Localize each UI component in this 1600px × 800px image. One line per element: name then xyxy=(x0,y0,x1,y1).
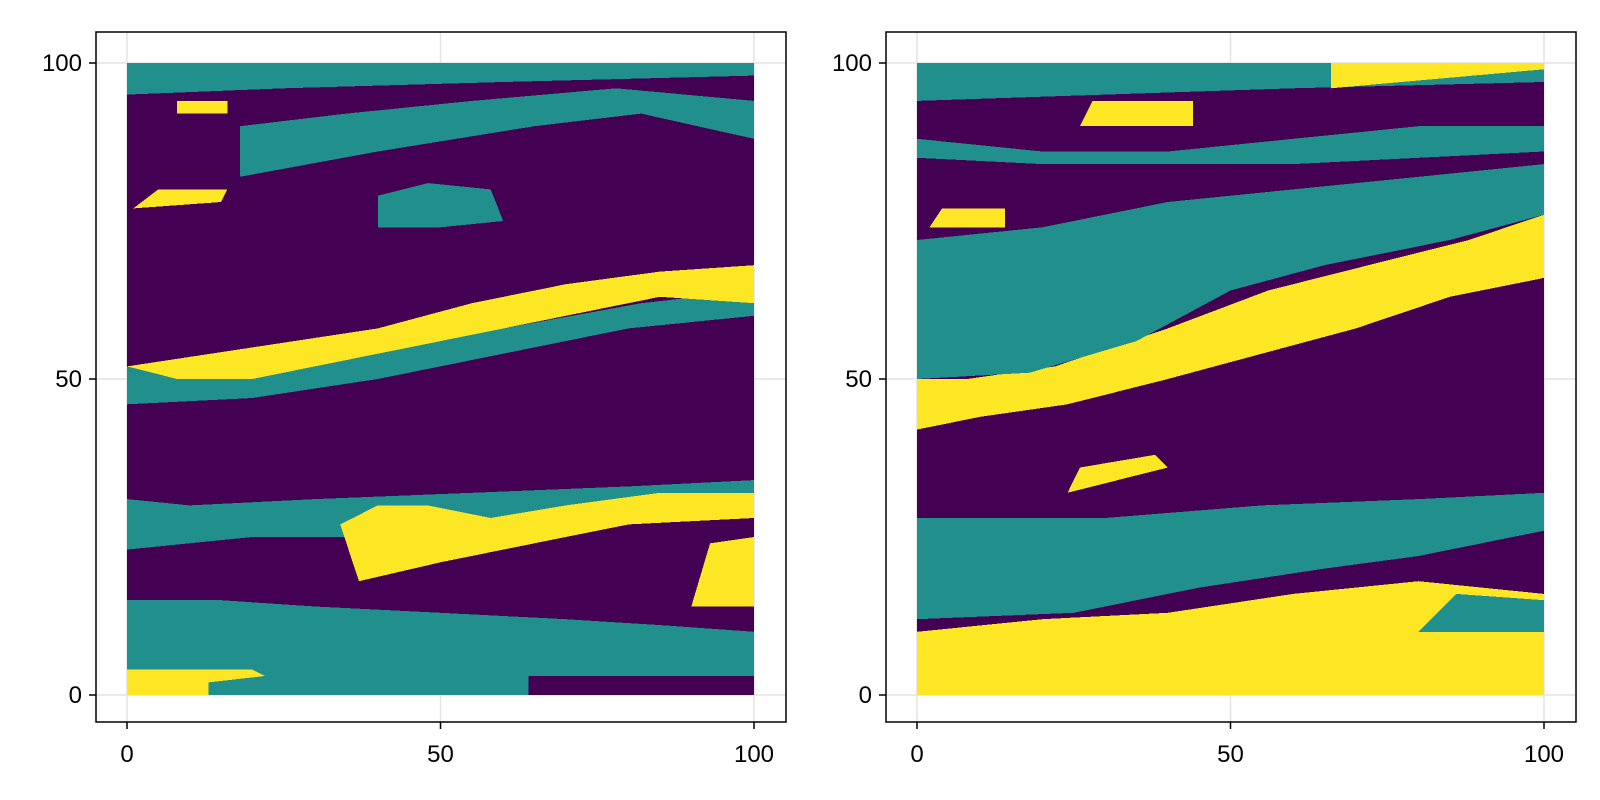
heatmap-region-4 xyxy=(691,537,754,607)
x-tick-label-0: 0 xyxy=(910,741,923,768)
heatmap-region-0 xyxy=(917,581,1544,695)
y-tick-label-0: 0 xyxy=(69,682,82,709)
heatmap-region-8 xyxy=(1330,63,1544,89)
heatmap-regions xyxy=(127,63,754,695)
x-tick-label-0: 0 xyxy=(120,741,133,768)
heatmap-region-4 xyxy=(917,164,1544,379)
heatmap-panel-right: 0 50 100 0 50 100 xyxy=(832,31,1577,768)
x-tick-label-1: 50 xyxy=(427,741,454,768)
heatmap-region-2 xyxy=(1418,593,1544,632)
y-tick-label-0: 0 xyxy=(859,682,872,709)
y-tick-label-2: 100 xyxy=(42,50,82,77)
heatmap-region-7 xyxy=(917,240,1055,304)
heatmap-region-3 xyxy=(340,492,754,582)
heatmap-regions xyxy=(917,63,1544,695)
x-tick-label-2: 100 xyxy=(734,741,774,768)
heatmap-region-9 xyxy=(377,183,504,228)
heatmap-region-6 xyxy=(127,265,754,379)
heatmap-region-5 xyxy=(127,290,754,405)
heatmap-region-11 xyxy=(177,100,228,114)
heatmap-region-9 xyxy=(1080,100,1193,127)
heatmap-region-5 xyxy=(917,126,1544,165)
heatmap-region-10 xyxy=(1067,454,1168,493)
x-tick-label-1: 50 xyxy=(1217,741,1244,768)
heatmap-region-0 xyxy=(127,600,754,695)
heatmap-region-1 xyxy=(917,492,1544,620)
heatmap-region-11 xyxy=(929,208,1005,228)
heatmap-region-1 xyxy=(127,669,265,695)
heatmap-region-3 xyxy=(917,214,1544,430)
y-tick-label-1: 50 xyxy=(55,366,82,393)
heatmap-region-10 xyxy=(133,189,228,209)
heatmap-panel-left: 0 50 100 0 50 100 xyxy=(42,31,787,768)
heatmap-region-8 xyxy=(239,88,754,177)
y-tick-label-2: 100 xyxy=(832,50,872,77)
x-tick-label-2: 100 xyxy=(1524,741,1564,768)
heatmap-region-7 xyxy=(127,63,754,95)
y-tick-label-1: 50 xyxy=(845,366,872,393)
